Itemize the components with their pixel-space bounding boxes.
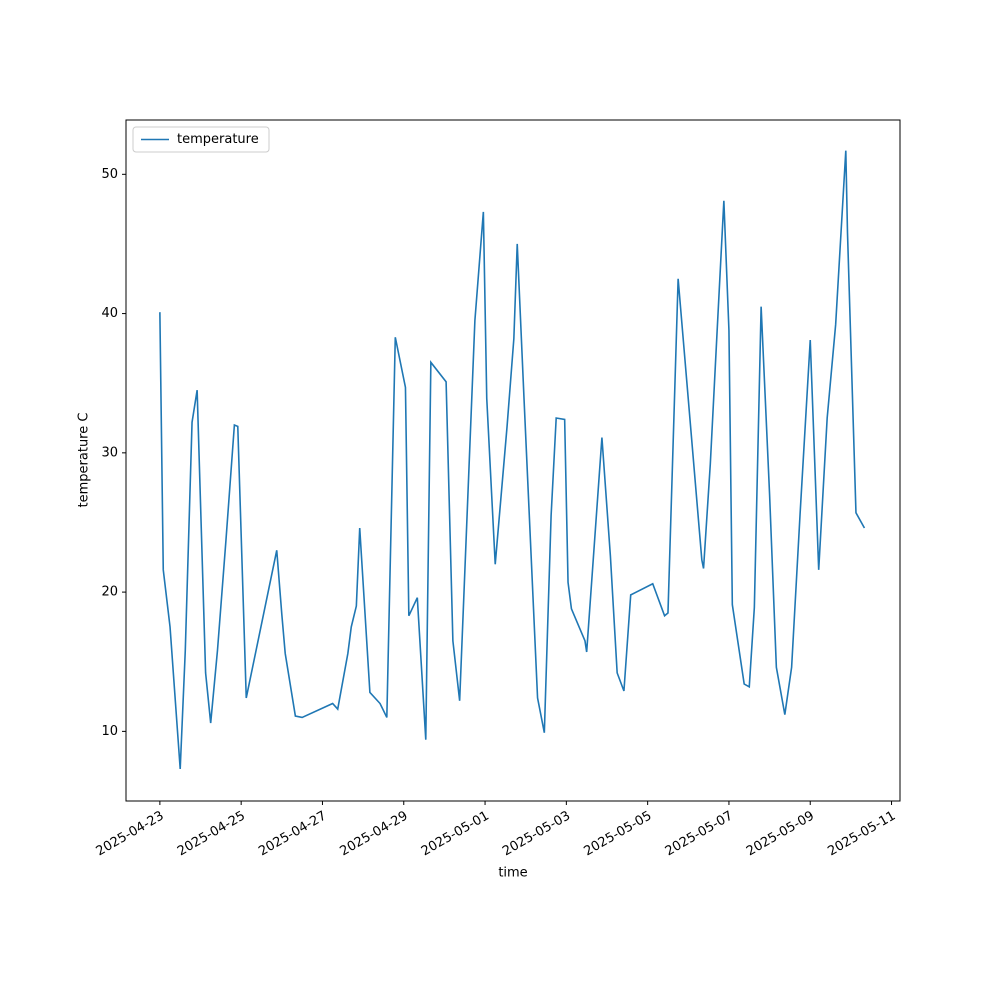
legend-label: temperature: [177, 132, 259, 147]
series-line: [159, 150, 866, 770]
y-tick-label: 30: [101, 445, 118, 460]
y-tick-label: 40: [101, 306, 118, 321]
y-tick-label: 10: [101, 724, 118, 739]
axes-frame: [125, 119, 901, 802]
y-tick-label: 50: [101, 167, 118, 182]
x-axis-label: time: [498, 866, 527, 881]
y-tick-label: 20: [101, 585, 118, 600]
y-axis-label: temperature C: [77, 413, 92, 508]
legend-box: [132, 126, 270, 153]
